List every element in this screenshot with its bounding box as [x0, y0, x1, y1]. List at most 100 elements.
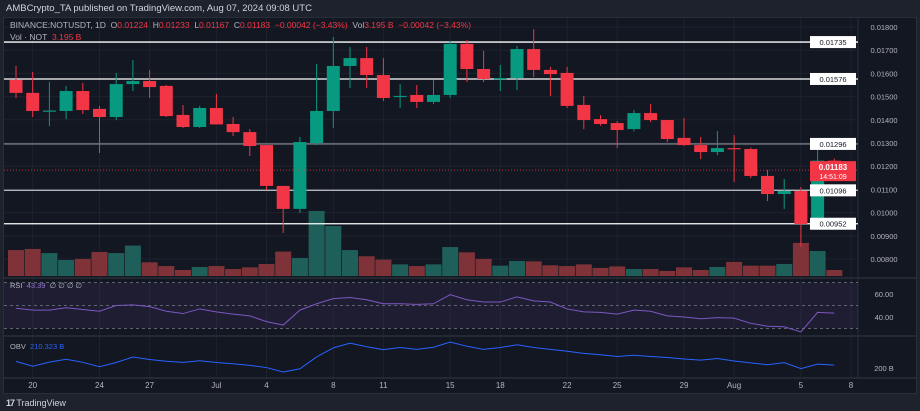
- volume-bar: [442, 247, 459, 276]
- level-price-box: [810, 217, 856, 230]
- time-tick-label: 18: [496, 381, 505, 390]
- time-tick-label: 24: [95, 381, 104, 390]
- time-tick-label: 8: [849, 381, 854, 390]
- rsi-tick-label: 60.00: [875, 290, 894, 299]
- volume-bar: [709, 266, 726, 276]
- level-price-label: 0.00952: [819, 220, 846, 229]
- volume-bar: [108, 253, 125, 276]
- time-tick-label: 29: [680, 381, 689, 390]
- candle-body: [293, 142, 307, 209]
- candle-body: [727, 148, 741, 150]
- candle-body: [527, 49, 541, 70]
- level-price-box: [810, 72, 856, 85]
- volume-bar: [258, 263, 275, 276]
- time-tick-label: 5: [799, 381, 804, 390]
- candle-body: [427, 94, 440, 102]
- candle-body: [209, 107, 223, 125]
- obv-label: OBV: [10, 342, 26, 351]
- volume-bar: [559, 266, 576, 276]
- candle-body: [126, 81, 140, 85]
- candle-body: [159, 85, 173, 117]
- close-value: 0.01183: [240, 20, 271, 30]
- time-tick-label: 22: [563, 381, 572, 390]
- volume-bar: [24, 248, 41, 276]
- volume-bar: [308, 211, 325, 276]
- volume-bar: [475, 258, 492, 276]
- bar-countdown-label: 14:51:09: [819, 174, 846, 181]
- time-tick-label: Aug: [727, 381, 741, 390]
- price-tick-label: 0.01000: [870, 209, 897, 218]
- price-tick-label: 0.01600: [870, 69, 897, 78]
- volume-bar: [8, 250, 24, 276]
- obv-tick-label: 200 B: [874, 364, 894, 373]
- candle-body: [577, 104, 591, 121]
- obv-legend[interactable]: OBV 210.323 B: [10, 342, 64, 351]
- price-tick-label: 0.01500: [870, 93, 897, 102]
- obv-value: 210.323 B: [30, 342, 65, 351]
- last-price-box: [810, 161, 856, 182]
- candle-body: [26, 92, 40, 111]
- volume-bar: [659, 270, 676, 276]
- volume-bar: [425, 264, 442, 276]
- time-tick-label: 4: [264, 381, 269, 390]
- time-tick-label: 15: [446, 381, 455, 390]
- low-value: 0.01167: [199, 20, 230, 30]
- chart-canvas[interactable]: 20 24 27 Jul 4 8 11 15 18 22 25 29 Aug 5 8 0.01800 0.017…: [0, 0, 920, 395]
- candle-body: [777, 191, 791, 195]
- rsi-legend[interactable]: RSI 43.39 ∅ ∅ ∅ ∅: [10, 281, 82, 290]
- volume-bar: [492, 265, 509, 276]
- volume-bar: [208, 266, 225, 276]
- level-price-label: 0.01735: [819, 38, 846, 47]
- tradingview-logo-icon[interactable]: 17: [6, 398, 15, 408]
- change-value: −0.00042 (−3.43%): [274, 20, 348, 30]
- level-price-label: 0.01576: [819, 75, 846, 84]
- level-price-label: 0.01296: [819, 140, 846, 149]
- time-tick-label: 11: [379, 381, 388, 390]
- low-label: L: [194, 20, 200, 30]
- level-price-box: [810, 137, 856, 150]
- candle-body: [276, 185, 290, 209]
- price-tick-label: 0.01400: [870, 116, 897, 125]
- candle-body: [376, 75, 390, 98]
- time-tick-label: 20: [28, 381, 37, 390]
- tradingview-brand[interactable]: TradingView: [16, 398, 66, 408]
- candle-body: [543, 69, 557, 75]
- volume-bar: [625, 269, 642, 276]
- footer: 17 TradingView: [0, 395, 920, 411]
- volume-bar: [91, 251, 108, 276]
- volume-bar: [826, 269, 843, 276]
- open-value: 0.01224: [117, 20, 148, 30]
- volume-bar: [776, 263, 793, 276]
- candle-body: [510, 49, 524, 79]
- volume-bar: [241, 267, 258, 276]
- publish-header: AMBCrypto_TA published on TradingView.co…: [0, 0, 920, 17]
- candle-body: [93, 108, 106, 118]
- volume-bar: [275, 251, 292, 276]
- obv-line: [15, 341, 835, 373]
- candle-body: [477, 68, 491, 79]
- volume-bar: [58, 260, 75, 276]
- candle-body: [310, 110, 324, 143]
- price-tick-label: 0.01700: [870, 46, 897, 55]
- volume-legend[interactable]: Vol · NOT 3.195 B: [10, 32, 81, 42]
- candle-body: [326, 65, 340, 111]
- rsi-extra: ∅ ∅ ∅ ∅: [49, 281, 83, 290]
- candle-body: [59, 91, 73, 111]
- candle-body: [76, 91, 90, 111]
- time-tick-label: Jul: [211, 381, 221, 390]
- time-tick-label: 25: [613, 381, 622, 390]
- level-price-label: 0.01096: [819, 186, 846, 195]
- open-label: O: [110, 20, 118, 30]
- volume-bar: [141, 262, 158, 276]
- volume-bar: [358, 256, 375, 276]
- candle-body: [360, 58, 374, 76]
- candle-body: [627, 113, 641, 130]
- volume-bar: [342, 250, 358, 276]
- price-tick-label: 0.01200: [870, 162, 897, 171]
- chart-frame[interactable]: [3, 17, 917, 394]
- time-tick-label: 27: [145, 381, 154, 390]
- symbol-name[interactable]: BINANCE:NOTUSDT, 1D: [10, 20, 106, 30]
- candle-body: [594, 119, 607, 124]
- volume-bar: [124, 245, 141, 276]
- volume-bar: [41, 253, 58, 276]
